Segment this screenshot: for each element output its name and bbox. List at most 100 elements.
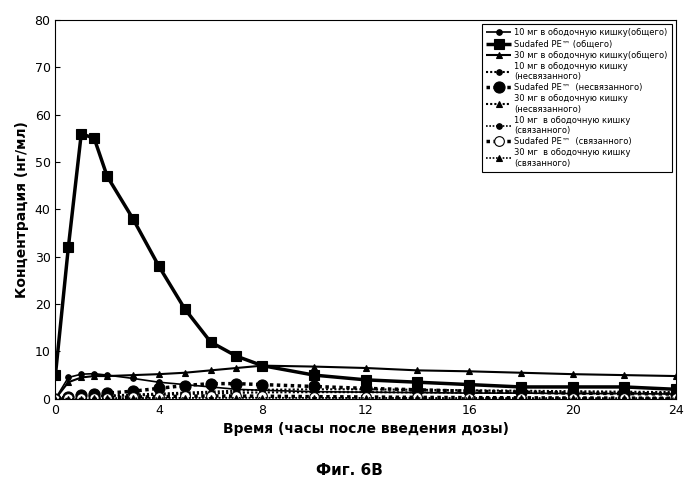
30 мг в ободочную кишку(общего)	[413, 368, 421, 373]
Sudafed PE™ (общего)	[568, 384, 577, 390]
Line: 10 мг в ободочную кишку(общего): 10 мг в ободочную кишку(общего)	[52, 371, 679, 402]
30 мг в ободочную кишку(общего)	[361, 365, 370, 371]
30 мг в ободочную кишку(общего)	[258, 363, 266, 369]
30 мг в ободочную кишку(общего)	[51, 396, 59, 402]
10 мг  в ободочную кишку
(связанного)	[103, 396, 111, 401]
Sudafed PE™  (связанного)	[232, 393, 240, 399]
30 мг в ободочную кишку(общего)	[310, 364, 318, 370]
Sudafed PE™ (общего)	[154, 264, 163, 269]
Sudafed PE™  (несвязанного)	[310, 384, 318, 389]
Sudafed PE™  (связанного)	[310, 394, 318, 399]
30 мг в ободочную кишку
(несвязанного)	[465, 390, 473, 396]
10 мг в ободочную кишку(общего)	[465, 390, 473, 396]
30 мг  в ободочную кишку
(связанного)	[517, 396, 525, 401]
Line: 30 мг в ободочную кишку
(несвязанного): 30 мг в ободочную кишку (несвязанного)	[52, 389, 679, 402]
Y-axis label: Концентрация (нг/мл): Концентрация (нг/мл)	[15, 121, 29, 298]
Line: 30 мг  в ободочную кишку
(связанного): 30 мг в ободочную кишку (связанного)	[52, 395, 679, 402]
Sudafed PE™  (связанного)	[672, 396, 680, 401]
Sudafed PE™ (общего)	[620, 384, 628, 390]
10 мг в ободочную кишку(общего)	[77, 372, 85, 377]
30 мг в ободочную кишку(общего)	[77, 374, 85, 380]
Sudafed PE™  (связанного)	[361, 394, 370, 400]
10 мг  в ободочную кишку
(связанного)	[413, 395, 421, 401]
Sudafed PE™  (несвязанного)	[517, 389, 525, 395]
Sudafed PE™  (связанного)	[206, 393, 215, 399]
30 мг в ободочную кишку
(несвязанного)	[413, 389, 421, 395]
10 мг в ободочную кишку
(несвязанного)	[90, 393, 99, 399]
30 мг  в ободочную кишку
(связанного)	[129, 396, 137, 401]
10 мг в ободочную кишку
(несвязанного)	[206, 389, 215, 395]
10 мг в ободочную кишку(общего)	[568, 391, 577, 396]
30 мг  в ободочную кишку
(связанного)	[77, 396, 85, 401]
Sudafed PE™  (несвязанного)	[103, 390, 111, 396]
Sudafed PE™ (общего)	[51, 372, 59, 378]
10 мг в ободочную кишку
(несвязанного)	[568, 388, 577, 394]
Sudafed PE™  (связанного)	[180, 393, 189, 399]
30 мг в ободочную кишку
(несвязанного)	[180, 391, 189, 397]
30 мг в ободочную кишку(общего)	[154, 372, 163, 377]
Sudafed PE™  (связанного)	[64, 396, 73, 401]
Line: Sudafed PE™ (общего): Sudafed PE™ (общего)	[50, 129, 681, 394]
30 мг  в ободочную кишку
(связанного)	[64, 396, 73, 402]
Sudafed PE™  (несвязанного)	[77, 392, 85, 398]
Sudafed PE™ (общего)	[361, 377, 370, 383]
30 мг  в ободочную кишку
(связанного)	[258, 395, 266, 401]
Sudafed PE™  (связанного)	[465, 395, 473, 400]
Sudafed PE™  (несвязанного)	[206, 381, 215, 386]
10 мг в ободочную кишку(общего)	[129, 375, 137, 381]
30 мг в ободочную кишку
(несвязанного)	[90, 394, 99, 399]
10 мг в ободочную кишку
(несвязанного)	[77, 394, 85, 399]
Sudafed PE™ (общего)	[77, 131, 85, 136]
10 мг  в ободочную кишку
(связанного)	[232, 395, 240, 401]
Sudafed PE™  (несвязанного)	[465, 388, 473, 394]
30 мг в ободочную кишку(общего)	[64, 379, 73, 385]
Sudafed PE™  (несвязанного)	[672, 391, 680, 397]
10 мг в ободочную кишку(общего)	[258, 387, 266, 393]
10 мг в ободочную кишку
(несвязанного)	[361, 386, 370, 392]
10 мг в ободочную кишку(общего)	[90, 371, 99, 377]
Sudafed PE™  (связанного)	[77, 395, 85, 401]
Sudafed PE™ (общего)	[517, 384, 525, 390]
10 мг в ободочную кишку
(несвязанного)	[64, 395, 73, 400]
10 мг  в ободочную кишку
(связанного)	[258, 395, 266, 401]
Sudafed PE™  (связанного)	[90, 395, 99, 401]
30 мг  в ободочную кишку
(связанного)	[568, 396, 577, 401]
Sudafed PE™  (несвязанного)	[258, 382, 266, 387]
30 мг  в ободочную кишку
(связанного)	[672, 396, 680, 401]
30 мг в ободочную кишку
(несвязанного)	[361, 389, 370, 395]
Sudafed PE™  (связанного)	[129, 394, 137, 400]
10 мг  в ободочную кишку
(связанного)	[77, 396, 85, 401]
10 мг в ободочную кишку(общего)	[51, 396, 59, 402]
10 мг  в ободочную кишку
(связанного)	[620, 396, 628, 401]
30 мг  в ободочную кишку
(связанного)	[232, 395, 240, 401]
10 мг в ободочную кишку(общего)	[154, 379, 163, 385]
Sudafed PE™  (связанного)	[154, 394, 163, 399]
Sudafed PE™  (связанного)	[568, 395, 577, 401]
30 мг  в ободочную кишку
(связанного)	[620, 396, 628, 401]
30 мг в ободочную кишку
(несвязанного)	[64, 395, 73, 401]
30 мг в ободочную кишку
(несвязанного)	[77, 394, 85, 400]
Line: 10 мг  в ободочную кишку
(связанного): 10 мг в ободочную кишку (связанного)	[52, 395, 679, 402]
30 мг в ободочную кишку
(несвязанного)	[206, 390, 215, 396]
Sudafed PE™  (несвязанного)	[568, 390, 577, 396]
Sudafed PE™  (связанного)	[517, 395, 525, 401]
10 мг в ободочную кишку(общего)	[232, 386, 240, 392]
Sudafed PE™  (связанного)	[51, 396, 59, 402]
10 мг в ободочную кишку
(несвязанного)	[103, 393, 111, 398]
30 мг  в ободочную кишку
(связанного)	[413, 395, 421, 401]
10 мг в ободочную кишку
(несвязанного)	[413, 387, 421, 393]
30 мг  в ободочную кишку
(связанного)	[51, 396, 59, 402]
10 мг  в ободочную кишку
(связанного)	[206, 395, 215, 401]
Sudafed PE™ (общего)	[129, 216, 137, 222]
Sudafed PE™  (несвязанного)	[154, 385, 163, 391]
10 мг в ободочную кишку(общего)	[64, 374, 73, 380]
Sudafed PE™  (несвязанного)	[232, 381, 240, 386]
30 мг в ободочную кишку
(несвязанного)	[232, 390, 240, 396]
10 мг  в ободочную кишку
(связанного)	[180, 395, 189, 401]
Sudafed PE™ (общего)	[90, 135, 99, 141]
30 мг в ободочную кишку
(несвязанного)	[620, 390, 628, 396]
10 мг в ободочную кишку
(несвязанного)	[310, 386, 318, 392]
10 мг  в ободочную кишку
(связанного)	[90, 396, 99, 401]
Sudafed PE™  (связанного)	[620, 395, 628, 401]
10 мг в ободочную кишку
(несвязанного)	[180, 390, 189, 396]
